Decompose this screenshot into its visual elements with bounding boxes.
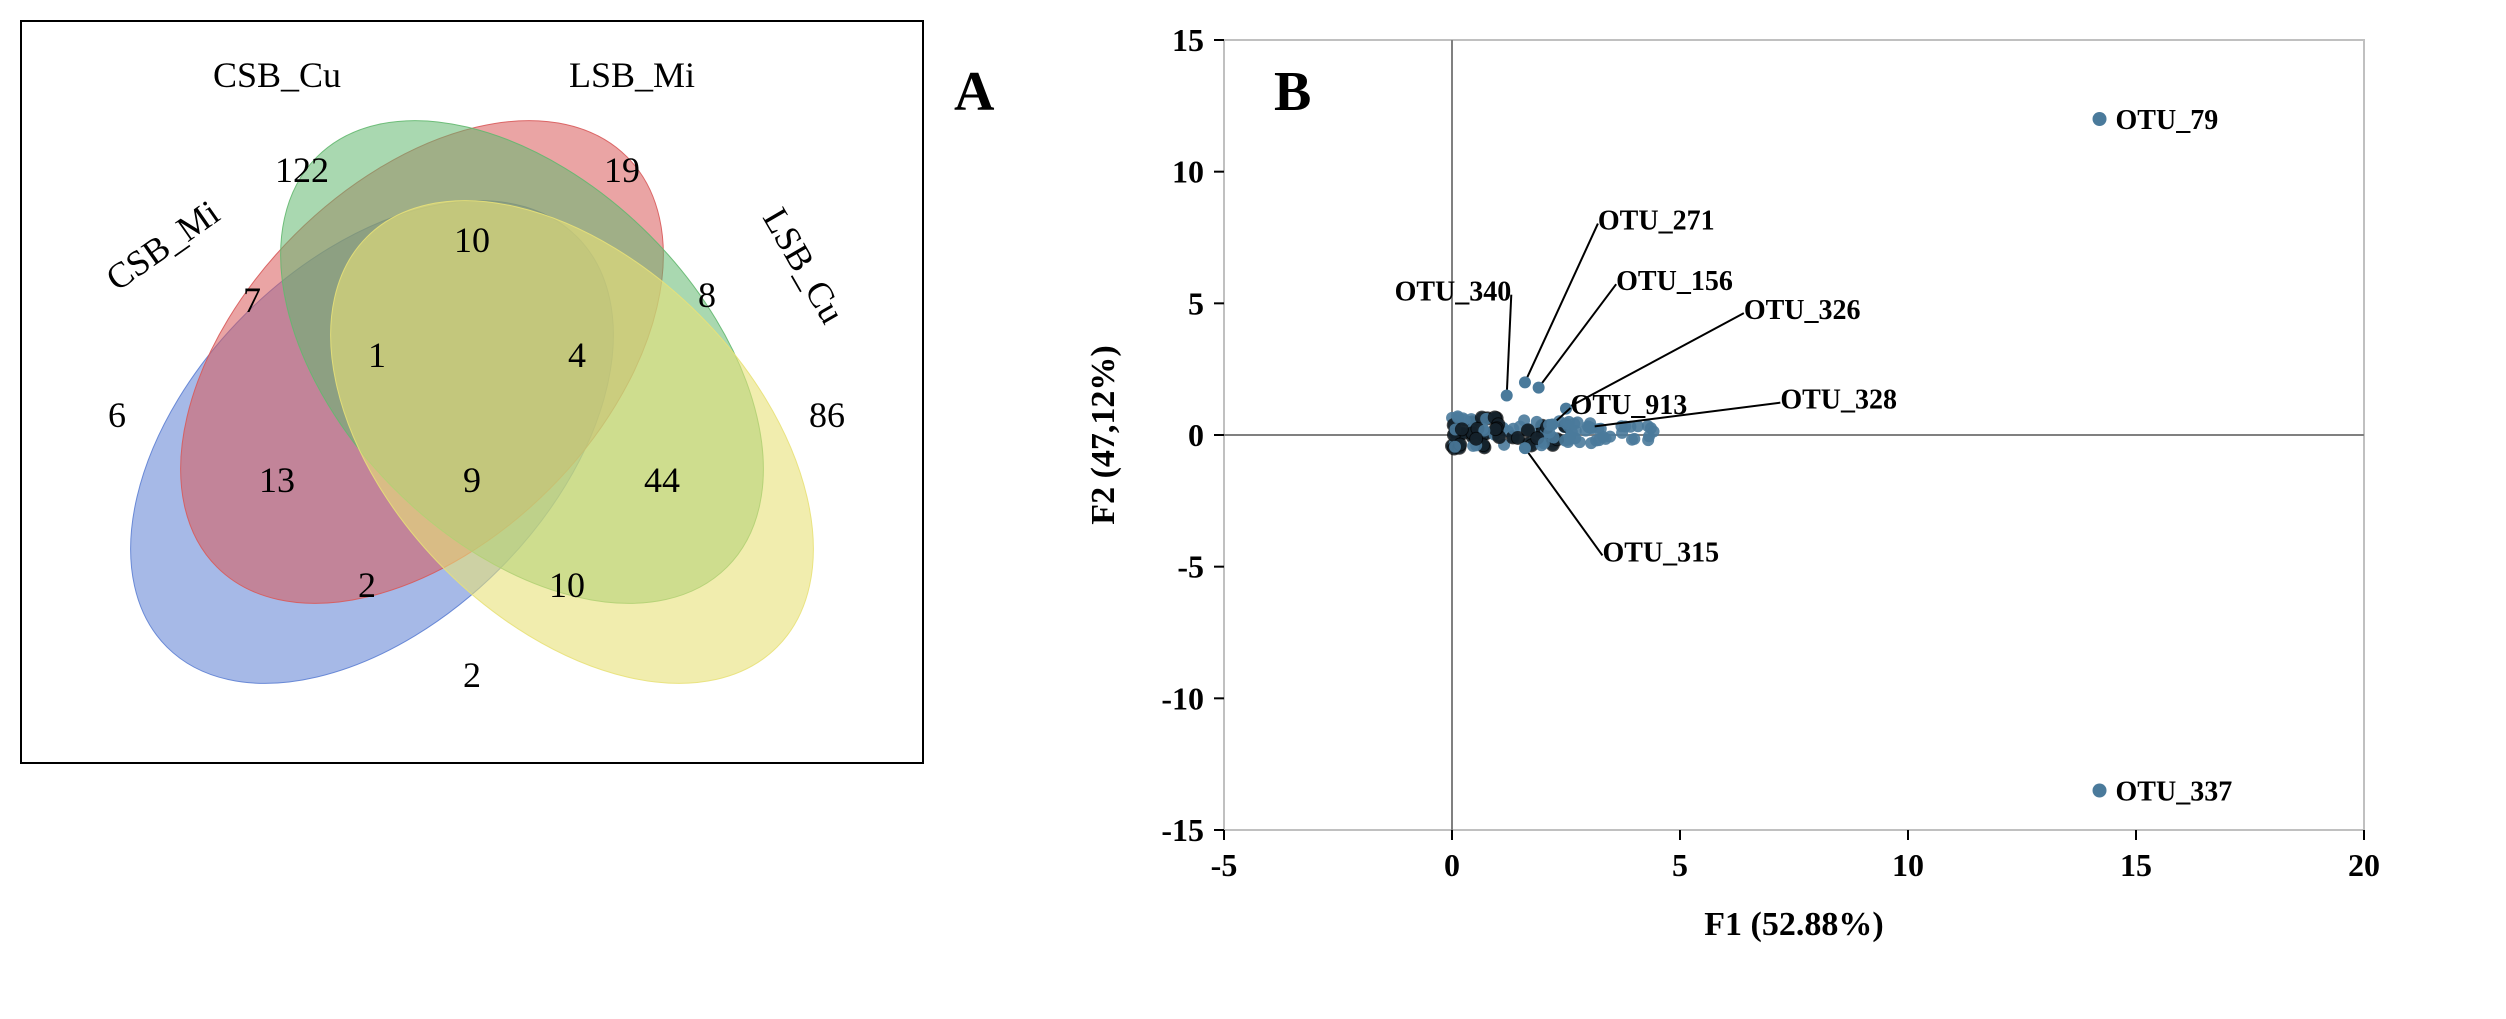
scatter-point xyxy=(1648,425,1660,437)
scatter-point-labeled xyxy=(1583,421,1595,433)
scatter-point-label: OTU_340 xyxy=(1395,277,1512,308)
y-tick-label: 5 xyxy=(1188,285,1204,321)
scatter-point-label: OTU_337 xyxy=(2116,777,2233,808)
scatter-outlier-point xyxy=(2093,112,2107,126)
venn-region-number: 10 xyxy=(549,565,585,605)
venn-region-number: 2 xyxy=(358,565,376,605)
venn-label-lsb_cu: LSB_Cu xyxy=(755,201,853,330)
panel-a-label: A xyxy=(954,60,994,124)
venn-region-number: 10 xyxy=(454,220,490,260)
x-tick-label: 15 xyxy=(2120,847,2152,883)
scatter-point-label: OTU_79 xyxy=(2116,105,2219,136)
scatter-point-labeled xyxy=(1501,390,1513,402)
venn-region-number: 8 xyxy=(698,275,716,315)
panel-a: CSB_MiCSB_CuLSB_MiLSB_Cu 612219867108134… xyxy=(20,20,994,764)
venn-region-number: 19 xyxy=(604,150,640,190)
x-tick-label: 20 xyxy=(2348,847,2380,883)
y-tick-label: -10 xyxy=(1162,680,1205,716)
venn-label-csb_mi: CSB_Mi xyxy=(99,192,227,298)
scatter-point-label: OTU_328 xyxy=(1781,385,1898,416)
x-tick-label: 5 xyxy=(1672,847,1688,883)
y-tick-label: 15 xyxy=(1172,22,1204,58)
scatter-point xyxy=(1452,412,1464,424)
venn-region-number: 1 xyxy=(368,335,386,375)
x-axis-label: F1 (52.88%) xyxy=(1705,906,1884,943)
scatter-point xyxy=(1586,437,1598,449)
venn-region-number: 7 xyxy=(243,280,261,320)
y-axis-label: F2 (47,12%) xyxy=(1085,345,1122,524)
panel-b: -5 0 5 10 15 20 -15 -10 -5 0 5 10 15 F1 (52.88%) F2 (4… xyxy=(1054,20,2414,970)
scatter-point-label: OTU_156 xyxy=(1617,266,1734,297)
venn-region-number: 2 xyxy=(463,655,481,695)
scatter-point-label: OTU_326 xyxy=(1744,295,1861,326)
venn-region-number: 122 xyxy=(275,150,329,190)
y-tick-label: 0 xyxy=(1188,417,1204,453)
scatter-point-labeled xyxy=(1519,442,1531,454)
y-tick-label: 10 xyxy=(1172,154,1204,190)
venn-svg: CSB_MiCSB_CuLSB_MiLSB_Cu 612219867108134… xyxy=(22,22,922,762)
venn-label-csb_cu: CSB_Cu xyxy=(213,55,341,95)
venn-diagram-box: CSB_MiCSB_CuLSB_MiLSB_Cu 612219867108134… xyxy=(20,20,924,764)
scatter-point xyxy=(1470,432,1484,446)
scatter-point-labeled xyxy=(1547,418,1559,430)
venn-region-number: 13 xyxy=(259,460,295,500)
scatter-point xyxy=(1449,441,1461,453)
venn-region-number: 44 xyxy=(644,460,680,500)
scatter-point-label: OTU_315 xyxy=(1603,537,1720,568)
venn-region-number: 9 xyxy=(463,460,481,500)
scatter-point xyxy=(1538,437,1550,449)
venn-region-number: 6 xyxy=(108,395,126,435)
x-tick-label: 0 xyxy=(1444,847,1460,883)
venn-region-number: 86 xyxy=(809,395,845,435)
x-tick-label: 10 xyxy=(1892,847,1924,883)
venn-region-number: 4 xyxy=(568,335,586,375)
scatter-plot-svg: -5 0 5 10 15 20 -15 -10 -5 0 5 10 15 F1 (52.88%) F2 (4… xyxy=(1054,20,2414,970)
scatter-point xyxy=(1574,436,1586,448)
scatter-outlier-point xyxy=(2093,784,2107,798)
panel-b-label: B xyxy=(1274,61,1311,123)
venn-label-lsb_mi: LSB_Mi xyxy=(569,55,695,95)
scatter-point xyxy=(1489,422,1503,436)
y-tick-label: -5 xyxy=(1178,549,1205,585)
scatter-point xyxy=(1629,433,1641,445)
y-tick-label: -15 xyxy=(1162,812,1205,848)
scatter-point-labeled xyxy=(1519,376,1531,388)
scatter-point xyxy=(1455,422,1469,436)
scatter-point-labeled xyxy=(1533,382,1545,394)
scatter-point-label: OTU_271 xyxy=(1598,206,1715,237)
x-tick-label: -5 xyxy=(1211,847,1238,883)
scatter-point-label: OTU_913 xyxy=(1571,390,1688,421)
